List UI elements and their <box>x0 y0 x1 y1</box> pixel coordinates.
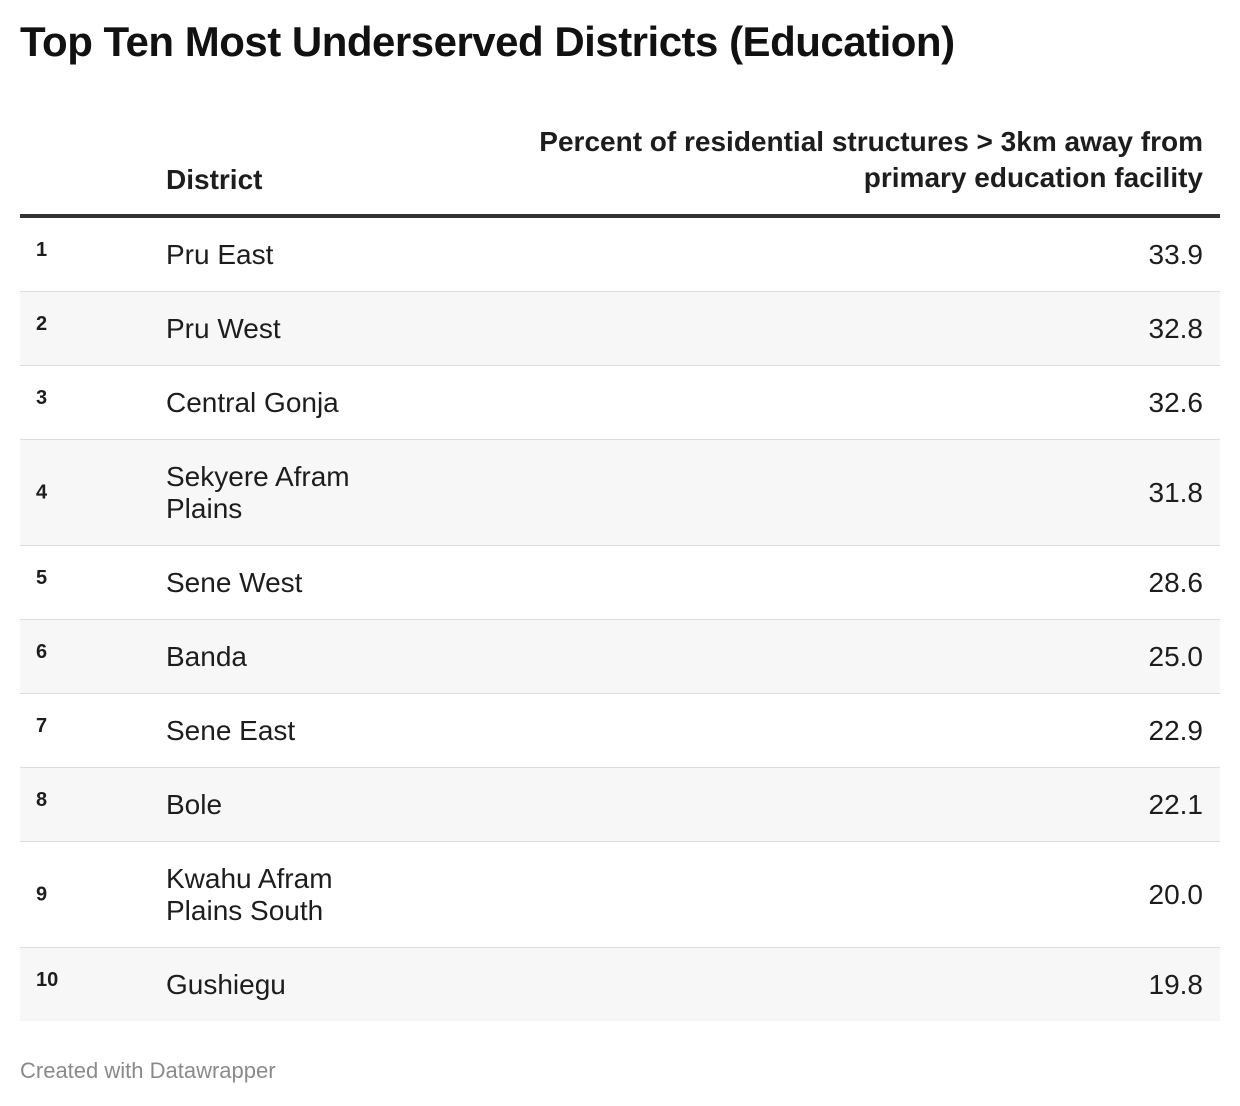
district-cell: Pru West <box>166 312 281 344</box>
table-row: 1 Pru East 33.9 <box>20 218 1220 292</box>
district-cell: Pru East <box>166 238 274 270</box>
data-table: District Percent of residential structur… <box>20 120 1220 1021</box>
value-cell: 20.0 <box>1148 878 1204 910</box>
table-row: 9 Kwahu Afram Plains South 20.0 <box>20 842 1220 948</box>
value-cell: 19.8 <box>1148 968 1204 1000</box>
value-cell: 28.6 <box>1148 566 1204 598</box>
value-cell: 25.0 <box>1148 640 1204 672</box>
district-cell: Sene East <box>166 714 296 746</box>
value-cell: 32.6 <box>1148 386 1204 418</box>
table-row: 4 Sekyere Afram Plains 31.8 <box>20 440 1220 546</box>
rank-cell: 5 <box>36 566 48 589</box>
value-cell: 31.8 <box>1148 476 1204 508</box>
datawrapper-credit[interactable]: Created with Datawrapper <box>20 1058 276 1083</box>
rank-cell: 6 <box>36 640 48 663</box>
table-row: 2 Pru West 32.8 <box>20 292 1220 366</box>
value-cell: 22.1 <box>1148 788 1204 820</box>
column-header-percent[interactable]: Percent of residential structures > 3km … <box>539 126 1203 193</box>
district-cell: Bole <box>166 788 223 820</box>
value-cell: 22.9 <box>1148 714 1204 746</box>
rank-cell: 7 <box>36 714 48 737</box>
table-row: 3 Central Gonja 32.6 <box>20 366 1220 440</box>
rank-cell: 1 <box>36 238 48 261</box>
column-header-district[interactable]: District <box>166 164 263 195</box>
table-header: District Percent of residential structur… <box>20 120 1220 218</box>
district-cell: Banda <box>166 640 247 672</box>
rank-cell: 3 <box>36 386 48 409</box>
table-row: 8 Bole 22.1 <box>20 768 1220 842</box>
rank-cell: 10 <box>36 968 59 991</box>
rank-cell: 4 <box>36 481 48 503</box>
district-cell: Sene West <box>166 566 303 598</box>
rank-cell: 2 <box>36 312 48 335</box>
value-cell: 32.8 <box>1148 312 1204 344</box>
district-cell: Central Gonja <box>166 386 339 418</box>
rank-cell: 9 <box>36 883 48 905</box>
value-cell: 33.9 <box>1148 238 1204 270</box>
rank-cell: 8 <box>36 788 48 811</box>
district-cell: Sekyere Afram Plains <box>166 460 350 524</box>
table-row: 10 Gushiegu 19.8 <box>20 948 1220 1021</box>
district-cell: Gushiegu <box>166 968 286 1000</box>
table-row: 7 Sene East 22.9 <box>20 694 1220 768</box>
table-row: 6 Banda 25.0 <box>20 620 1220 694</box>
district-cell: Kwahu Afram Plains South <box>166 862 333 926</box>
chart-title: Top Ten Most Underserved Districts (Educ… <box>20 18 955 65</box>
table-row: 5 Sene West 28.6 <box>20 546 1220 620</box>
